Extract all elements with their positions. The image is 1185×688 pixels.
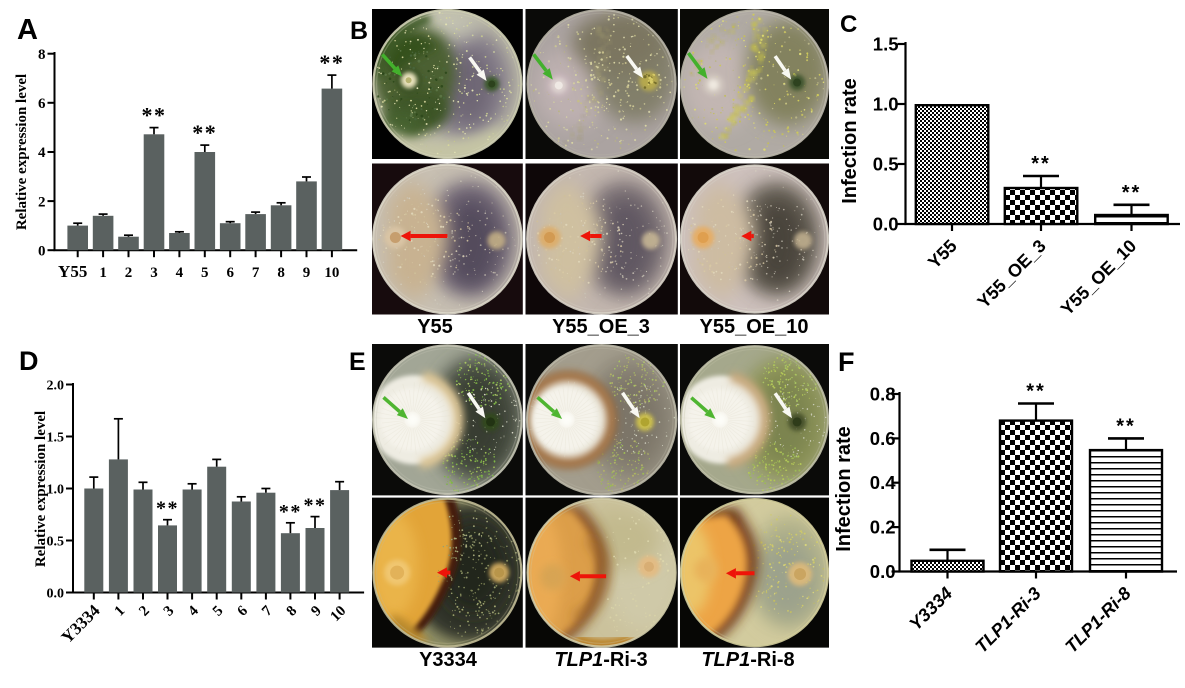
svg-text:Relative expression level: Relative expression level	[33, 411, 49, 567]
svg-text:0: 0	[38, 243, 46, 259]
svg-text:**: **	[156, 498, 179, 520]
svg-text:TLP1-Ri-3: TLP1-Ri-3	[554, 649, 647, 671]
svg-text:Y3334: Y3334	[419, 649, 478, 671]
svg-text:1.5: 1.5	[47, 430, 65, 445]
svg-text:1.5: 1.5	[873, 34, 899, 55]
svg-text:8: 8	[38, 47, 46, 63]
svg-text:8: 8	[277, 265, 285, 281]
svg-text:F: F	[838, 347, 855, 377]
svg-text:**: **	[1122, 182, 1142, 204]
svg-text:**: **	[304, 495, 327, 517]
svg-text:D: D	[19, 346, 39, 376]
svg-text:6: 6	[226, 265, 234, 281]
svg-text:0.5: 0.5	[873, 154, 899, 175]
svg-text:0.5: 0.5	[47, 534, 65, 549]
svg-text:Infection rate: Infection rate	[839, 78, 861, 204]
svg-text:**: **	[319, 50, 344, 75]
svg-text:Infection rate: Infection rate	[833, 426, 855, 552]
svg-text:1.0: 1.0	[47, 482, 65, 497]
svg-text:0.0: 0.0	[873, 214, 899, 235]
svg-text:1.0: 1.0	[873, 94, 899, 115]
svg-text:7: 7	[252, 265, 260, 281]
svg-text:**: **	[1116, 415, 1136, 437]
svg-text:**: **	[142, 103, 167, 128]
svg-text:**: **	[192, 120, 217, 145]
svg-text:C: C	[840, 11, 857, 38]
svg-text:TLP1-Ri-8: TLP1-Ri-8	[701, 649, 794, 671]
svg-text:E: E	[349, 348, 366, 376]
svg-text:Y55_OE_10: Y55_OE_10	[700, 316, 809, 338]
svg-text:**: **	[279, 501, 302, 523]
svg-text:6: 6	[38, 96, 46, 112]
svg-text:**: **	[1031, 153, 1051, 175]
svg-text:2.0: 2.0	[47, 378, 65, 393]
svg-text:3: 3	[150, 265, 158, 281]
svg-text:10: 10	[324, 265, 339, 281]
svg-text:Y55: Y55	[58, 262, 87, 281]
svg-text:4: 4	[176, 265, 184, 281]
svg-text:A: A	[17, 14, 38, 46]
svg-text:0.2: 0.2	[870, 517, 896, 538]
svg-text:Relative expression level: Relative expression level	[14, 74, 30, 230]
svg-text:0.0: 0.0	[47, 586, 65, 601]
svg-text:4: 4	[38, 145, 46, 161]
svg-text:1: 1	[99, 265, 107, 281]
svg-text:9: 9	[303, 265, 311, 281]
svg-text:2: 2	[125, 265, 133, 281]
svg-text:Y55: Y55	[417, 316, 453, 338]
svg-text:B: B	[350, 17, 368, 45]
svg-text:2: 2	[38, 194, 46, 210]
svg-text:0.4: 0.4	[870, 472, 896, 493]
svg-text:0.8: 0.8	[870, 384, 896, 405]
svg-text:0.6: 0.6	[870, 428, 896, 449]
svg-text:Y55_OE_3: Y55_OE_3	[552, 316, 650, 338]
svg-text:**: **	[1026, 381, 1046, 403]
svg-text:5: 5	[201, 265, 209, 281]
svg-text:0.0: 0.0	[870, 561, 896, 582]
